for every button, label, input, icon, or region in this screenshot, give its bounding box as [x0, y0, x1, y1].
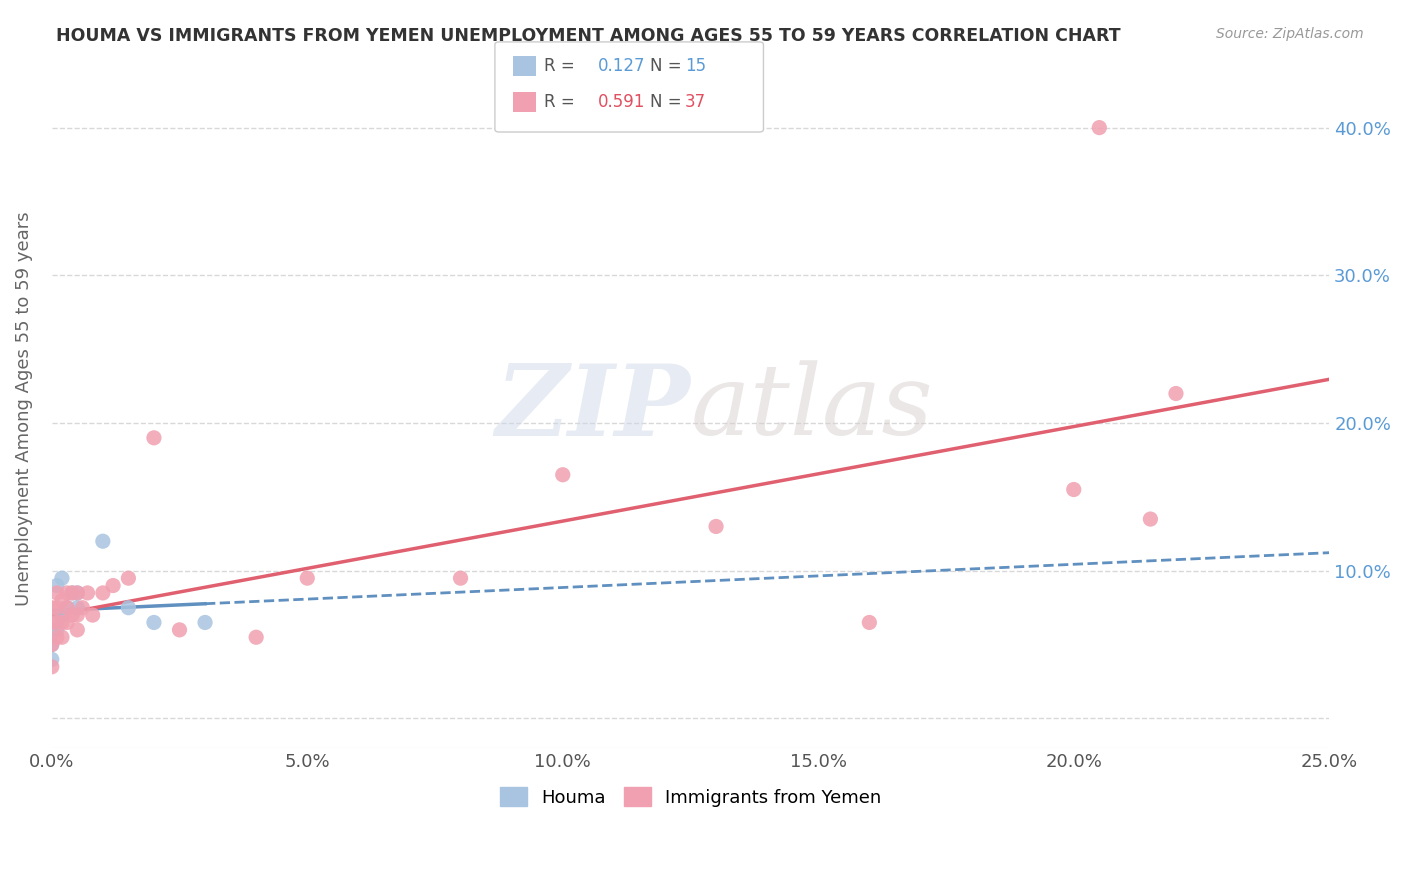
- Point: [91, 534, 114, 549]
- Point: [1164, 386, 1187, 401]
- Point: [117, 571, 139, 585]
- Point: [56, 600, 79, 615]
- Point: [91, 586, 114, 600]
- Point: [1088, 120, 1111, 135]
- Point: [297, 571, 319, 585]
- Point: [51, 571, 73, 585]
- Point: [41, 600, 63, 615]
- Text: atlas: atlas: [690, 360, 934, 456]
- Point: [41, 638, 63, 652]
- Point: [72, 600, 94, 615]
- Point: [45, 615, 67, 630]
- Point: [66, 608, 89, 623]
- Point: [704, 519, 727, 533]
- Point: [60, 586, 83, 600]
- Point: [45, 586, 67, 600]
- Point: [1063, 483, 1085, 497]
- Point: [117, 600, 139, 615]
- Point: [66, 586, 89, 600]
- Point: [51, 615, 73, 630]
- Point: [1139, 512, 1161, 526]
- Text: 37: 37: [685, 93, 706, 111]
- Point: [66, 586, 89, 600]
- Text: R =: R =: [544, 57, 581, 75]
- Point: [51, 630, 73, 644]
- Point: [551, 467, 574, 482]
- Point: [45, 600, 67, 615]
- Point: [56, 586, 79, 600]
- Point: [76, 586, 98, 600]
- Point: [66, 623, 89, 637]
- Text: HOUMA VS IMMIGRANTS FROM YEMEN UNEMPLOYMENT AMONG AGES 55 TO 59 YEARS CORRELATIO: HOUMA VS IMMIGRANTS FROM YEMEN UNEMPLOYM…: [56, 27, 1121, 45]
- Legend: Houma, Immigrants from Yemen: Houma, Immigrants from Yemen: [492, 780, 889, 814]
- Point: [142, 431, 165, 445]
- Point: [51, 608, 73, 623]
- Point: [450, 571, 472, 585]
- Point: [169, 623, 191, 637]
- Point: [82, 608, 104, 623]
- Point: [858, 615, 880, 630]
- Point: [51, 593, 73, 607]
- Point: [60, 608, 83, 623]
- Y-axis label: Unemployment Among Ages 55 to 59 years: Unemployment Among Ages 55 to 59 years: [15, 211, 32, 606]
- Point: [245, 630, 267, 644]
- Point: [41, 638, 63, 652]
- Point: [41, 652, 63, 666]
- Point: [142, 615, 165, 630]
- Text: 15: 15: [685, 57, 706, 75]
- Text: N =: N =: [650, 93, 686, 111]
- Text: N =: N =: [650, 57, 686, 75]
- Point: [194, 615, 217, 630]
- Point: [41, 615, 63, 630]
- Point: [56, 600, 79, 615]
- Text: 0.127: 0.127: [598, 57, 645, 75]
- Point: [45, 630, 67, 644]
- Point: [60, 586, 83, 600]
- Text: R =: R =: [544, 93, 581, 111]
- Text: 0.591: 0.591: [598, 93, 645, 111]
- Text: ZIP: ZIP: [495, 360, 690, 457]
- Point: [41, 623, 63, 637]
- Point: [101, 578, 124, 592]
- Point: [41, 660, 63, 674]
- Text: Source: ZipAtlas.com: Source: ZipAtlas.com: [1216, 27, 1364, 41]
- Point: [45, 623, 67, 637]
- Point: [56, 615, 79, 630]
- Point: [66, 600, 89, 615]
- Point: [45, 578, 67, 592]
